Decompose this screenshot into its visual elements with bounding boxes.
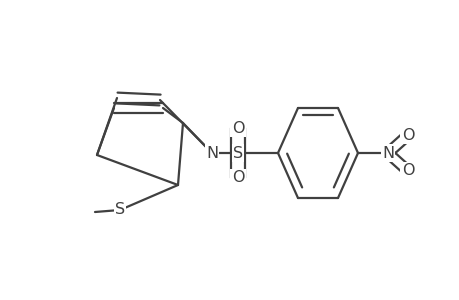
Text: O: O xyxy=(401,128,414,142)
Text: O: O xyxy=(401,164,414,178)
Text: N: N xyxy=(206,146,218,160)
Text: O: O xyxy=(231,170,244,185)
Text: S: S xyxy=(232,146,242,160)
Text: O: O xyxy=(231,121,244,136)
Text: N: N xyxy=(381,146,393,160)
Text: S: S xyxy=(115,202,125,217)
